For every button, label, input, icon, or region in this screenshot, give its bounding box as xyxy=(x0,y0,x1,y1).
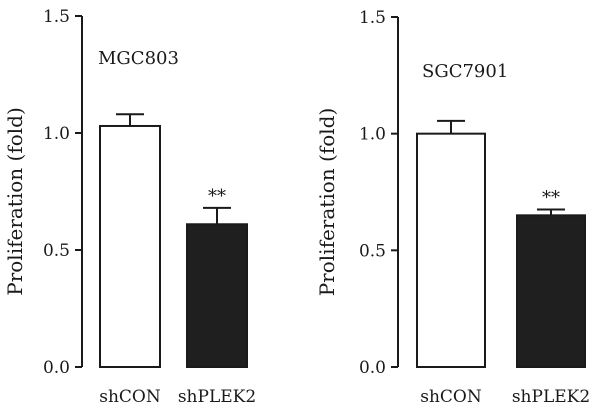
category-label: shPLEK2 xyxy=(178,387,256,407)
bar-shcon xyxy=(99,124,161,369)
y-tick-label: 0.0 xyxy=(43,358,70,378)
bar-shplek2 xyxy=(186,223,248,368)
bar-shcon xyxy=(416,132,486,368)
y-tick-label: 1.5 xyxy=(359,8,386,28)
significance-label: ** xyxy=(208,186,226,207)
y-tick-label: 0.0 xyxy=(359,358,386,378)
bar-shplek2 xyxy=(516,214,586,368)
significance-label: ** xyxy=(542,188,560,209)
category-label: shPLEK2 xyxy=(512,387,590,407)
y-tick-label: 1.0 xyxy=(359,125,386,145)
y-axis-label: Proliferation (fold) xyxy=(3,107,27,296)
chart-panel-2: 0.0 0.5 1.0 1.5 Proliferation (fold) SGC7901 s… xyxy=(315,8,590,407)
category-label: shCON xyxy=(99,387,161,407)
y-tick-label: 0.5 xyxy=(43,241,70,261)
y-axis-label: Proliferation (fold) xyxy=(315,108,339,297)
y-tick-label: 1.0 xyxy=(43,124,70,144)
panel-title: SGC7901 xyxy=(422,61,508,82)
chart-panel-1: 0.0 0.5 1.0 1.5 Proliferation (fold) MGC803 sh… xyxy=(3,7,256,407)
y-tick-label: 0.5 xyxy=(359,241,386,261)
category-label: shCON xyxy=(420,387,482,407)
panel-title: MGC803 xyxy=(98,48,179,69)
y-tick-label: 1.5 xyxy=(43,7,70,27)
